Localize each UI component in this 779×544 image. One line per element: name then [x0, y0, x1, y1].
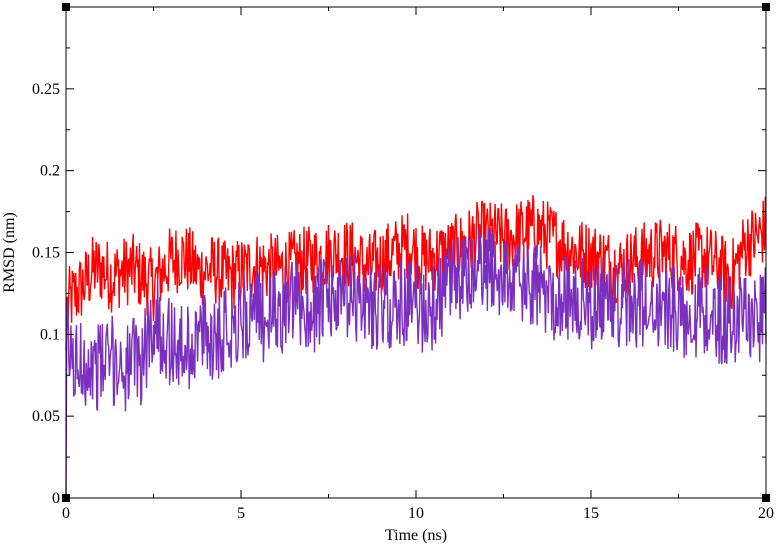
axes-layer: 0 5 10 15 20 0 0.05 0.1 0.15 0.2 0.25	[32, 7, 774, 522]
y-tick-label: 0.05	[32, 408, 60, 425]
x-tick-label: 10	[408, 505, 424, 522]
corner-handle	[62, 494, 70, 502]
y-tick-label: 0.1	[40, 326, 60, 343]
y-tick-label: 0.15	[32, 245, 60, 262]
corner-handle	[62, 3, 70, 11]
series-line-1	[65, 195, 767, 351]
x-axis-label: Time (ns)	[385, 527, 447, 544]
y-tick-label: 0	[52, 490, 60, 507]
y-axis-label: RMSD (nm)	[1, 212, 18, 292]
x-tick-label: 15	[583, 505, 599, 522]
corner-handle	[762, 494, 770, 502]
x-tick-label: 20	[758, 505, 774, 522]
corner-handle	[762, 3, 770, 11]
y-tick-label: 0.2	[40, 163, 60, 180]
series-layer	[65, 195, 767, 499]
y-tick-label: 0.25	[32, 81, 60, 98]
series-line-2	[65, 227, 767, 499]
x-tick-label: 0	[62, 505, 70, 522]
corner-handles	[62, 3, 770, 502]
x-tick-label: 5	[237, 505, 245, 522]
